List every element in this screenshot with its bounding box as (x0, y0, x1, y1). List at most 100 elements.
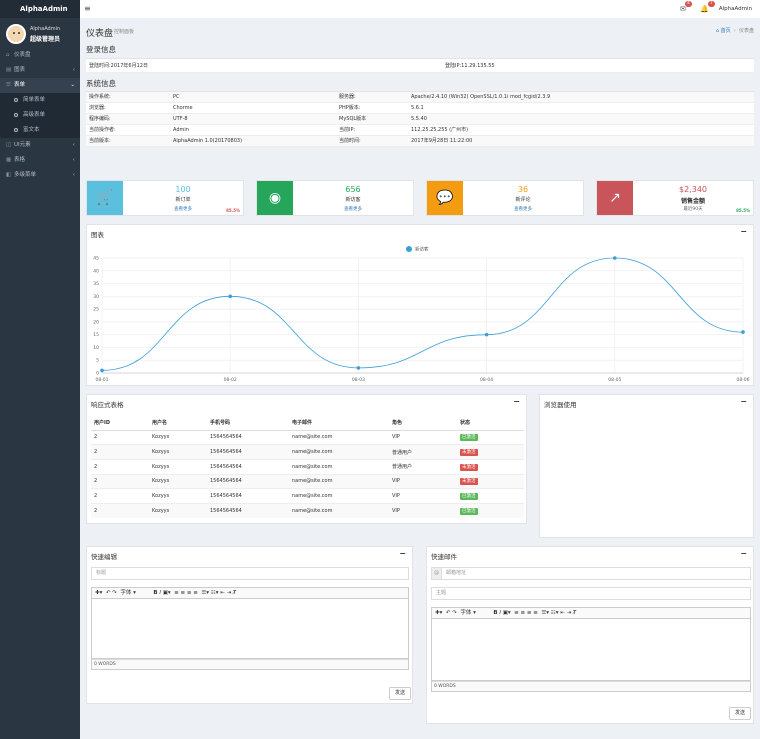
y-tick-label: 25 (93, 307, 99, 313)
italic-icon[interactable]: I (499, 610, 501, 616)
font-select[interactable]: 字体 (460, 610, 472, 616)
bell-icon[interactable]: 🔔 7 (700, 1, 715, 13)
align-icon[interactable]: ≡ ≡ ≡ ≡ (174, 590, 198, 596)
table-cell: Kozyys (149, 444, 207, 460)
undo-icon[interactable]: ↶ (105, 590, 111, 596)
email-input[interactable]: @ 邮箱地址 (431, 567, 751, 580)
list-icon[interactable]: ☰▾ ☷▾ (541, 610, 559, 616)
comment-icon: 💬 (427, 181, 463, 215)
stat-label: 新评论 (515, 197, 531, 203)
stat-percent: 85.5% (226, 208, 240, 213)
stat-number: 100 (175, 185, 191, 194)
sidebar-item-label: 仪表盘 (14, 52, 31, 58)
menu-toggle-icon[interactable]: ≡ (84, 4, 91, 13)
redo-icon[interactable]: ↷ (112, 590, 117, 596)
collapse-icon[interactable]: − (399, 549, 406, 558)
sidebar-item-label: 图表 (14, 67, 26, 73)
table-cell: VIP (389, 473, 457, 489)
sidebar-subitem[interactable]: 简单表单 (0, 93, 80, 108)
editor-area[interactable] (91, 599, 409, 659)
system-info-row: 当前操作者: Admin 当前IP: 112.25.25.255 (广州市) (86, 125, 754, 136)
table-cell: 普通用户 (389, 444, 457, 460)
bell-badge: 7 (707, 1, 715, 7)
sidebar-item-dashboard[interactable]: ⌂ 仪表盘 (0, 48, 80, 63)
paint-icon[interactable]: ▣▾ (162, 590, 171, 596)
sidebar-item-table[interactable]: ▦ 表格 ‹ (0, 153, 80, 168)
table-cell: 2 (91, 473, 149, 489)
table-cell: Kozyys (149, 488, 207, 504)
collapse-icon[interactable]: − (740, 397, 747, 406)
breadcrumb: ⌂ 首页 › 仪表盘 (715, 28, 754, 34)
clear-format-icon[interactable]: T̸ (572, 610, 577, 616)
table-row: 2 Kozyys 1564564564 name@site.com 普通用户 未激活 (91, 458, 524, 475)
indent-icon[interactable]: ⇤ ⇥ (220, 590, 232, 596)
table-row: 2 Kozyys 1564564564 name@site.com 普通用户 未激活 (91, 444, 524, 460)
user-name: AlphaAdmin (30, 26, 61, 32)
data-point (484, 332, 489, 337)
x-tick-label: 08-02 (224, 377, 237, 383)
align-icon[interactable]: ≡ ≡ ≡ ≡ (514, 610, 538, 616)
table-cell: name@site.com (289, 488, 389, 504)
list-icon[interactable]: ☰▾ ☷▾ (201, 590, 219, 596)
chart-panel-title: 图表 (91, 231, 104, 239)
quick-mail-panel: 快速邮件 − @ 邮箱地址 主题 ✚▾ ↶ ↷ 字体 ▾ B I ▣▾ ≡ ≡ ≡… (426, 546, 754, 724)
editor-area[interactable] (431, 619, 751, 681)
stat-more-link[interactable]: 查看更多 (514, 207, 532, 212)
editor-toolbar[interactable]: ✚▾ ↶ ↷ 字体 ▾ B I ▣▾ ≡ ≡ ≡ ≡ ☰▾ ☷▾ ⇤ ⇥ T̸ (91, 587, 409, 599)
subject-input[interactable]: 主题 (431, 587, 751, 600)
sidebar-item-chart[interactable]: ▤ 图表 ‹ (0, 63, 80, 78)
paint-icon[interactable]: ▣▾ (502, 610, 511, 616)
font-select[interactable]: 字体 (120, 590, 132, 596)
table-cell: 2 (91, 488, 149, 504)
sidebar-item-menu[interactable]: ◧ 多级菜单 ‹ (0, 168, 80, 183)
cart-icon: 🛒 (87, 181, 123, 215)
info-cell: 当前版本: (89, 138, 111, 144)
chart-panel: 图表 − 0 5 10 15 20 25 30 35 40 45 08-01 08-02 08-03 08… (86, 224, 754, 386)
table-cell: VIP (389, 488, 457, 504)
legend-marker (406, 246, 412, 252)
sidebar-subitem[interactable]: 富文本 (0, 123, 80, 138)
table-row: 2 Kozyys 1564564564 name@site.com VIP 已激活 (91, 502, 524, 519)
sidebar-item-form[interactable]: ☰ 表单 ⌄ (0, 78, 80, 93)
info-cell: PHP版本: (339, 105, 361, 111)
stat-more-link[interactable]: 查看更多 (174, 207, 192, 212)
status-badge: 已激活 (460, 493, 478, 501)
breadcrumb-home[interactable]: 首页 (720, 28, 731, 34)
send-button[interactable]: 发送 (389, 687, 411, 700)
collapse-icon[interactable]: − (740, 227, 747, 236)
redo-icon[interactable]: ↷ (452, 610, 457, 616)
topbar-user[interactable]: AlphaAdmin (718, 6, 752, 12)
send-button[interactable]: 发送 (729, 707, 751, 720)
collapse-icon[interactable]: − (513, 397, 520, 406)
system-info-row: 当前版本: AlphaAdmin 1.0(20170803) 当前时间: 2017年9… (86, 136, 754, 147)
stat-more-link[interactable]: 查看更多 (344, 207, 362, 212)
y-tick-label: 45 (93, 256, 99, 262)
undo-icon[interactable]: ↶ (445, 610, 451, 616)
stat-more-link: 最近90天 (683, 207, 703, 212)
add-icon[interactable]: ✚▾ (435, 610, 443, 616)
bold-icon[interactable]: B (153, 590, 158, 596)
info-cell: Apache/2.4.10 (Win32) OpenSSL/1.0.1i mod… (411, 94, 551, 100)
y-tick-label: 20 (93, 319, 99, 325)
stat-number: 36 (517, 185, 529, 194)
italic-icon[interactable]: I (159, 590, 161, 596)
y-tick-label: 30 (93, 294, 99, 300)
avatar[interactable] (6, 24, 26, 44)
title-input[interactable]: 标题 (91, 567, 409, 580)
table-panel: 响应式表格 − 用户ID 用户名 手机号码 电子邮件 角色 状态 2 Kozyys 15645… (86, 394, 527, 524)
sidebar-subitem[interactable]: 高级表单 (0, 108, 80, 123)
collapse-icon[interactable]: − (740, 549, 747, 558)
add-icon[interactable]: ✚▾ (95, 590, 103, 596)
clear-format-icon[interactable]: T̸ (232, 590, 237, 596)
column-header: 角色 (389, 415, 457, 431)
column-header: 手机号码 (207, 415, 289, 431)
sidebar-item-label: UI元素 (14, 142, 31, 148)
indent-icon[interactable]: ⇤ ⇥ (560, 610, 572, 616)
sidebar-item-ui[interactable]: ◫ UI元素 ‹ (0, 138, 80, 153)
x-tick-label: 08-06 (736, 377, 749, 383)
mail-icon[interactable]: ✉ 4 (680, 1, 692, 13)
bold-icon[interactable]: B (493, 610, 498, 616)
editor-toolbar[interactable]: ✚▾ ↶ ↷ 字体 ▾ B I ▣▾ ≡ ≡ ≡ ≡ ☰▾ ☷▾ ⇤ ⇥ T̸ (431, 607, 751, 619)
stat-label: 新访客 (345, 197, 361, 203)
brand-logo[interactable]: AlphaAdmin (0, 0, 80, 18)
